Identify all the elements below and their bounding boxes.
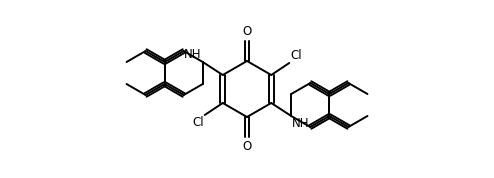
- Text: Cl: Cl: [290, 49, 302, 62]
- Text: NH: NH: [292, 117, 310, 130]
- Text: O: O: [243, 140, 251, 153]
- Text: Cl: Cl: [192, 116, 204, 129]
- Text: NH: NH: [184, 48, 202, 61]
- Text: O: O: [243, 25, 251, 38]
